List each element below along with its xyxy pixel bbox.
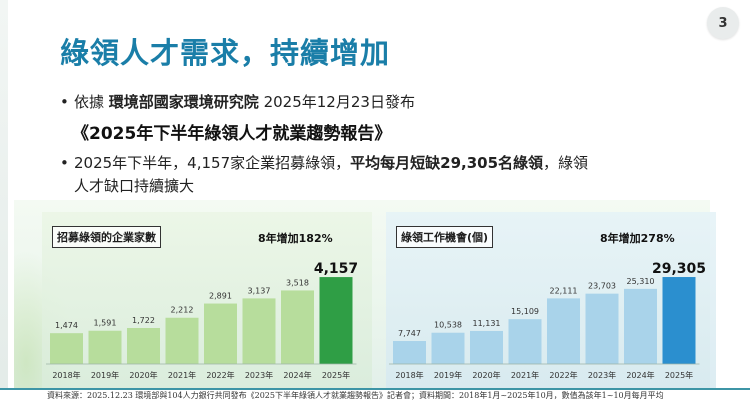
bullet-source: • 依據 環境部國家環境研究院 2025年12月23日發布 [60,91,415,112]
tick-label-jobs-2024年: 2024年 [626,370,654,380]
bar-companies-2021年 [165,317,199,364]
tick-label-companies-2021年: 2021年 [168,370,196,380]
tick-label-companies-2018年: 2018年 [52,370,80,380]
bar-jobs-2018年 [393,341,426,364]
summary-part1: 2025年下半年，4,157家企業招募綠領， [74,154,351,172]
value-label-jobs-2019年: 10,538 [434,321,462,330]
page-title: 綠領人才需求，持續增加 [60,36,391,70]
value-label-companies-2020年: 1,722 [132,316,155,325]
value-label-jobs-2023年: 23,703 [588,282,616,291]
tick-label-jobs-2019年: 2019年 [434,370,462,380]
bar-companies-2019年 [88,330,122,364]
bar-companies-2020年 [127,327,160,364]
report-title: 《2025年下半年綠領人才就業趨勢報告》 [72,124,392,144]
value-label-jobs-2018年: 7,747 [398,329,421,338]
tick-label-jobs-2025年: 2025年 [665,370,693,380]
bullet-dot-icon: • [60,93,69,111]
value-label-jobs-2021年: 15,109 [511,307,539,316]
bar-companies-2023年 [242,298,276,364]
tick-label-companies-2023年: 2023年 [245,370,273,380]
bar-jobs-2023年 [585,293,619,364]
value-label-companies-2021年: 2,212 [171,306,194,315]
summary-highlight: 平均每月短缺29,305名綠領 [350,154,544,172]
bullet-summary: • 2025年下半年，4,157家企業招募綠領，平均每月短缺29,305名綠領，綠… [60,152,700,198]
value-label-jobs-2022年: 22,111 [550,286,578,295]
bar-companies-2018年 [50,333,83,364]
value-label-companies-2023年: 3,137 [248,286,271,295]
summary-line2: 人才缺口持續擴大 [74,177,195,195]
tick-label-jobs-2018年: 2018年 [395,370,423,380]
chart-title-jobs: 綠領工作機會(個) [396,226,494,248]
tick-label-companies-2019年: 2019年 [91,370,119,380]
chart-annotation-jobs: 8年增加278% [600,232,675,245]
bar-jobs-2022年 [547,298,580,364]
chart-title-companies: 招募綠領的企業家數 [52,226,161,248]
bullet-date: 2025年12月23日發布 [263,93,415,111]
value-label-companies-2024年: 3,518 [286,278,309,287]
bar-jobs-2020年 [470,330,503,364]
bar-jobs-2019年 [431,332,465,364]
slide-edge [0,0,8,404]
bar-companies-2022年 [204,303,237,364]
tick-label-jobs-2022年: 2022年 [549,370,577,380]
page-number-badge: 3 [707,7,739,39]
bullet-prefix: 依據 [74,93,105,111]
tick-label-jobs-2021年: 2021年 [511,370,539,380]
value-label-companies-2018年: 1,474 [55,321,78,330]
source-note: 資料來源：2025.12.23 環境部與104人力銀行共同發布《2025下半年綠… [47,391,664,400]
tick-label-companies-2022年: 2022年 [206,370,234,380]
value-label-companies-2022年: 2,891 [209,292,232,301]
bullet-dot-icon: • [60,154,69,172]
bar-companies-2025年 [319,277,353,364]
value-label-jobs-2025年: 29,305 [652,261,706,277]
bar-jobs-2024年 [624,288,657,364]
bullet-org: 環境部國家環境研究院 [108,93,259,111]
summary-part3: ，綠領 [543,154,589,172]
tick-label-jobs-2023年: 2023年 [588,370,616,380]
bar-jobs-2021年 [508,319,542,364]
tick-label-companies-2020年: 2020年 [129,370,157,380]
value-label-companies-2025年: 4,157 [314,261,358,277]
value-label-jobs-2020年: 11,131 [473,319,501,328]
value-label-jobs-2024年: 25,310 [627,277,655,286]
tick-label-companies-2025年: 2025年 [322,370,350,380]
bar-jobs-2025年 [662,277,696,364]
chart-annotation-companies: 8年增加182% [258,232,333,245]
tick-label-jobs-2020年: 2020年 [472,370,500,380]
value-label-companies-2019年: 1,591 [94,319,117,328]
footer-bar [0,388,750,404]
bar-companies-2024年 [281,290,314,364]
tick-label-companies-2024年: 2024年 [283,370,311,380]
